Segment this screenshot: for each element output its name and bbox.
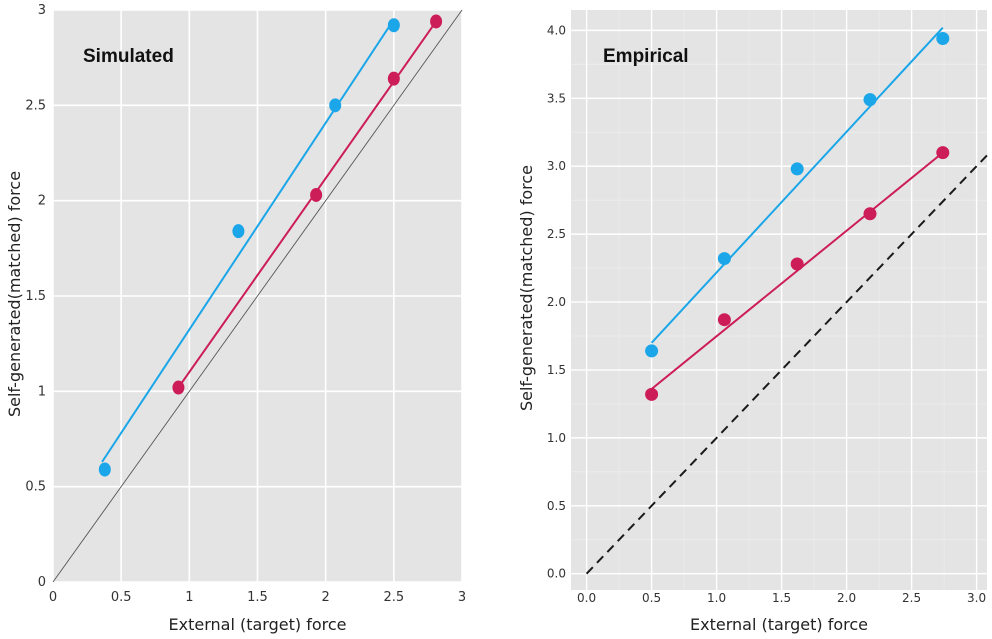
empirical-red-point xyxy=(645,387,659,401)
simulated-y-axis-label: Self-generated(matched) force xyxy=(5,171,24,417)
simulated-red-point xyxy=(430,14,443,29)
empirical-y-tick-label: 2.5 xyxy=(547,227,566,241)
empirical-blue-point xyxy=(936,32,950,46)
simulated-blue-point xyxy=(232,224,245,239)
simulated-y-tick-label: 3 xyxy=(38,3,46,18)
empirical-y-tick-label: 0.5 xyxy=(547,499,566,513)
empirical-y-tick-label: 4.0 xyxy=(547,23,566,37)
empirical-red-point xyxy=(717,313,731,327)
empirical-x-tick-label: 1.0 xyxy=(707,591,726,605)
simulated-blue-fit-line xyxy=(101,18,395,463)
simulated-y-tick-label: 0 xyxy=(38,575,46,590)
simulated-red-point xyxy=(310,187,323,202)
empirical-blue-point xyxy=(717,252,731,266)
empirical-y-axis-label: Self-generated(matched) force xyxy=(517,165,536,411)
simulated-x-tick-label: 0.5 xyxy=(111,590,132,605)
empirical-red-point xyxy=(863,207,877,221)
simulated-identity-line xyxy=(52,9,463,583)
simulated-y-tick-label: 1.5 xyxy=(25,289,46,304)
simulated-x-tick-label: 2 xyxy=(322,590,330,605)
simulated-x-tick-label: 1.5 xyxy=(247,590,268,605)
empirical-blue-fit-line xyxy=(650,26,944,344)
empirical-y-tick-label: 2.0 xyxy=(547,295,566,309)
simulated-blue-point xyxy=(387,18,400,33)
empirical-identity-line xyxy=(585,154,988,575)
empirical-x-tick-label: 0.5 xyxy=(642,591,661,605)
empirical-y-tick-label: 0.0 xyxy=(547,567,566,581)
simulated-x-tick-label: 0 xyxy=(49,590,57,605)
simulated-title: Simulated xyxy=(83,46,174,67)
empirical-title: Empirical xyxy=(603,46,689,67)
empirical-blue-point xyxy=(863,93,877,107)
empirical-red-point xyxy=(936,146,950,160)
empirical-x-tick-label: 2.5 xyxy=(902,591,921,605)
empirical-y-tick-label: 3.0 xyxy=(547,159,566,173)
empirical-chart: 0.0 0.5 1.0 1.5 2.0 2.5 3.0 0.0 0.5 1.0 1.5 2.0 2.5 3… xyxy=(517,10,988,634)
empirical-red-point xyxy=(790,257,804,271)
simulated-red-point xyxy=(172,380,185,395)
simulated-x-tick-label: 2.5 xyxy=(383,590,404,605)
simulated-x-tick-label: 3 xyxy=(458,590,466,605)
simulated-blue-point xyxy=(98,462,111,477)
empirical-y-tick-label: 3.5 xyxy=(547,91,566,105)
empirical-x-tick-label: 0.0 xyxy=(577,591,596,605)
empirical-x-tick-label: 1.5 xyxy=(772,591,791,605)
empirical-y-tick-label: 1.5 xyxy=(547,363,566,377)
empirical-blue-point xyxy=(790,162,804,176)
empirical-blue-point xyxy=(645,344,659,358)
simulated-y-tick-label: 2 xyxy=(38,194,46,209)
empirical-red-fit-line xyxy=(650,151,944,390)
empirical-x-axis-label: External (target) force xyxy=(690,615,868,634)
simulated-red-point xyxy=(387,71,400,86)
simulated-x-tick-label: 1 xyxy=(185,590,193,605)
empirical-y-tick-label: 1.0 xyxy=(547,431,566,445)
simulated-blue-point xyxy=(329,98,342,113)
empirical-x-tick-label: 2.0 xyxy=(837,591,856,605)
simulated-y-tick-label: 1 xyxy=(38,384,46,399)
empirical-plot-background xyxy=(571,10,987,590)
empirical-x-tick-label: 3.0 xyxy=(967,591,986,605)
simulated-x-axis-label: External (target) force xyxy=(169,615,347,634)
simulated-y-tick-label: 2.5 xyxy=(25,98,46,113)
simulated-y-tick-label: 0.5 xyxy=(25,480,46,495)
simulated-chart: 0 0.5 1 1.5 2 2.5 3 0 0.5 1 1.5 2 2.5 3 Simulated Exter… xyxy=(5,3,466,634)
